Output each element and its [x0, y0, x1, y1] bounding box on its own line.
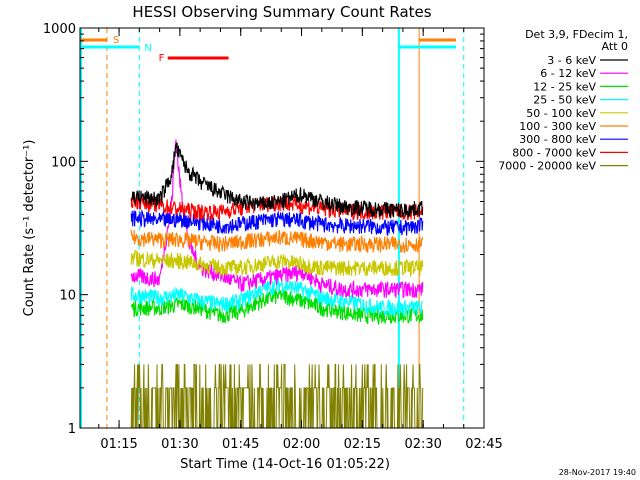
plot-frame — [79, 27, 485, 429]
ticks-layer: 01:15 01:30 01:45 02:00 02:15 02:30 02:45 1 10 10… — [43, 22, 503, 452]
legend-entry-label: 12 - 25 keV — [533, 80, 596, 93]
series-line-300-800keV — [130, 209, 424, 236]
legend-header-line-1: Det 3,9, FDecim 1, — [525, 28, 628, 41]
legend-entry-label: 3 - 6 keV — [547, 54, 596, 67]
y-tick-label: 100 — [51, 155, 76, 170]
y-tick-label: 10 — [59, 289, 76, 304]
x-tick-label: 01:15 — [100, 437, 137, 452]
legend-entry-label: 6 - 12 keV — [540, 67, 596, 80]
x-tick-label: 02:15 — [344, 437, 381, 452]
legend-entry-label: 50 - 100 keV — [526, 107, 596, 120]
series-line-50-100keV — [130, 249, 424, 278]
series-line-100-300keV — [130, 229, 424, 254]
chart-title: HESSI Observing Summary Count Rates — [132, 3, 431, 21]
x-tick-label: 02:45 — [465, 437, 502, 452]
x-tick-label: 02:30 — [404, 437, 441, 452]
y-tick-label: 1 — [68, 422, 76, 437]
series-line-6-12keV — [130, 139, 424, 299]
legend-entry-label: 7000 - 20000 keV — [498, 160, 596, 173]
footer-timestamp: 28-Nov-2017 19:40 — [559, 468, 636, 477]
x-tick-label: 02:00 — [283, 437, 320, 452]
series-line-25-50keV — [130, 277, 424, 317]
series-layer — [130, 139, 424, 429]
series-line-3-6keV — [130, 142, 424, 218]
flare-flag-label: F — [159, 53, 165, 64]
x-tick-label: 01:30 — [161, 437, 198, 452]
x-tick-label: 01:45 — [222, 437, 259, 452]
x-axis-title: Start Time (14-Oct-16 01:05:22) — [180, 457, 390, 472]
saa-flag-label: S — [113, 35, 119, 46]
night-flag-label: N — [144, 43, 151, 54]
legend-entry-label: 100 - 300 keV — [519, 120, 596, 133]
legend-entry-label: 800 - 7000 keV — [512, 146, 596, 159]
flags-layer: S NF — [80, 28, 465, 428]
y-tick-label: 1000 — [43, 22, 76, 37]
legend-entry-label: 25 - 50 keV — [533, 94, 596, 107]
legend-header-line-2: Att 0 — [602, 40, 628, 53]
y-axis-title: Count Rate (s⁻¹ detector⁻¹) — [22, 140, 37, 317]
legend-entry-label: 300 - 800 keV — [519, 133, 596, 146]
